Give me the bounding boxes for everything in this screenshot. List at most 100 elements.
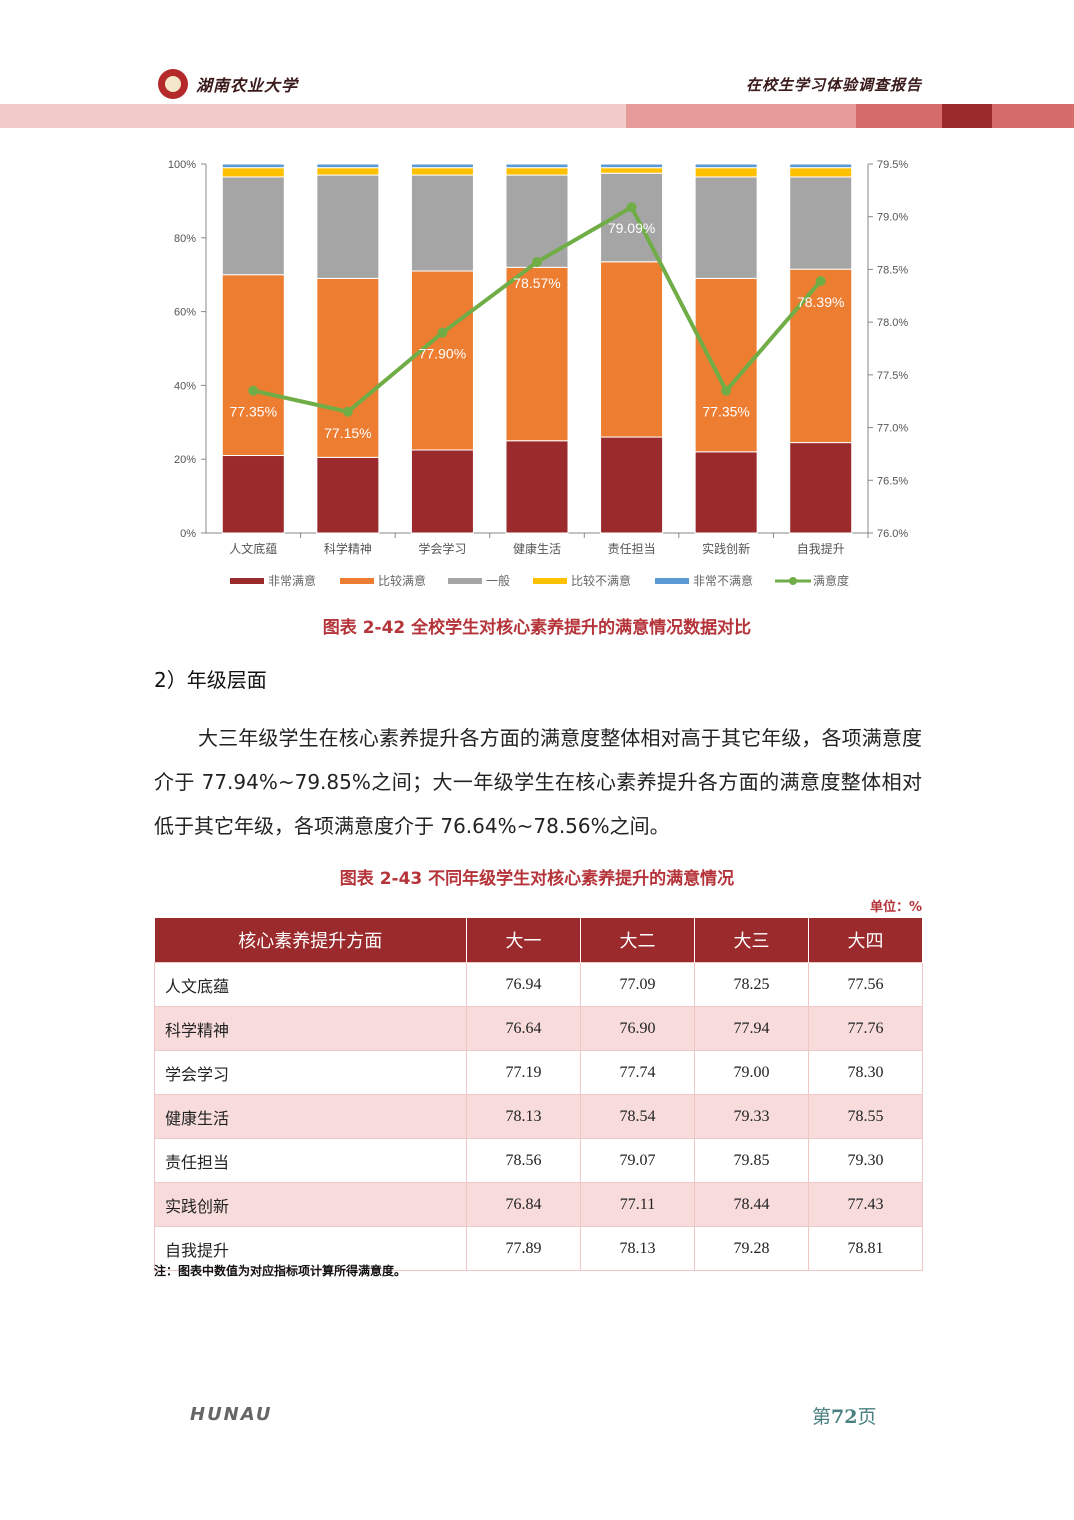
y-right-tick-label: 76.5% [877,475,908,487]
bar-segment [600,167,664,174]
bar-segment [505,167,569,176]
value-cell: 77.19 [466,1050,581,1095]
bar-segment [410,270,474,451]
bar-segment [789,176,853,270]
satisfaction-point [532,257,542,268]
value-cell: 78.55 [808,1094,923,1139]
value-cell: 79.33 [694,1094,809,1139]
value-cell: 76.84 [466,1182,581,1227]
data-label: 77.35% [230,404,277,420]
table-row: 科学精神 76.64 76.90 77.94 77.76 [154,1006,923,1051]
header-brand: 湖南农业大学 [158,64,298,104]
row-label-cell: 自我提升 [154,1226,467,1271]
bar-segment [600,261,664,438]
x-tick-label: 健康生活 [513,541,561,556]
page-prefix: 第 [812,1406,832,1428]
header-band-segment [992,104,1074,128]
table-row: 实践创新 76.84 77.11 78.44 77.43 [154,1182,923,1227]
x-tick-label: 实践创新 [702,541,750,556]
satisfaction-point [437,327,448,338]
data-label: 78.39% [797,294,844,310]
header-band-segment [856,104,942,128]
bar-segment [410,174,474,272]
legend-label: 非常不满意 [693,573,753,588]
y-left-tick-label: 20% [174,454,196,466]
header-band-segment [0,104,626,128]
legend-label: 满意度 [813,573,849,588]
satisfaction-point [721,385,732,396]
data-label: 79.09% [608,220,655,236]
x-tick-label: 自我提升 [797,541,845,556]
value-cell: 78.25 [694,962,809,1007]
y-right-tick-label: 79.5% [877,159,908,171]
satisfaction-point [248,385,259,396]
grade-satisfaction-table: 核心素养提升方面 大一 大二 大三 大四 人文底蕴 76.94 77.09 78.25 77.5… [154,918,923,1271]
row-label-cell: 实践创新 [154,1182,467,1227]
footer-logo: HUNAU [190,1404,273,1425]
value-cell: 78.54 [580,1094,695,1139]
y-left-tick-label: 60% [174,307,196,319]
bar-segment [221,274,285,457]
x-tick-label: 学会学习 [418,541,466,556]
legend-swatch [448,578,482,584]
bar-segment [600,436,664,534]
university-logo-icon [158,69,188,99]
table-note: 注：图表中数值为对应指标项计算所得满意度。 [154,1264,407,1278]
table-header-cell: 大一 [466,918,581,963]
y-left-tick-label: 40% [174,380,196,392]
row-label-cell: 学会学习 [154,1050,467,1095]
table-row: 责任担当 78.56 79.07 79.85 79.30 [154,1138,923,1183]
legend-swatch [230,578,264,584]
value-cell: 79.07 [580,1138,695,1183]
bar-segment [505,174,569,268]
value-cell: 78.30 [808,1050,923,1095]
satisfaction-point [815,276,826,287]
legend-swatch [533,578,567,584]
value-cell: 77.76 [808,1006,923,1051]
bar-segment [789,167,853,178]
data-label: 78.57% [513,275,560,291]
body-paragraph: 大三年级学生在核心素养提升各方面的满意度整体相对高于其它年级，各项满意度介于 7… [154,726,922,838]
bar-segment [410,167,474,176]
y-right-tick-label: 77.5% [877,370,908,382]
table-row: 学会学习 77.19 77.74 79.00 78.30 [154,1050,923,1095]
table-caption: 图表 2-43 不同年级学生对核心素养提升的满意情况 [339,869,735,889]
bar-segment [694,163,758,169]
bar-segment [221,455,285,534]
row-label-cell: 科学精神 [154,1006,467,1051]
value-cell: 78.56 [466,1138,581,1183]
value-cell: 77.11 [580,1182,695,1227]
value-cell: 78.13 [466,1094,581,1139]
bar-segment [789,268,853,444]
bar-segment [221,163,285,169]
satisfaction-point [342,406,353,417]
bar-segment [316,456,380,534]
row-label-cell: 健康生活 [154,1094,467,1139]
table-header-cell: 大三 [694,918,809,963]
value-cell: 78.13 [580,1226,695,1271]
satisfaction-point [626,202,637,213]
y-left-tick-label: 80% [174,233,196,245]
unit-label: 单位：% [869,900,922,915]
value-cell: 77.09 [580,962,695,1007]
bar-segment [410,163,474,169]
value-cell: 76.90 [580,1006,695,1051]
y-right-tick-label: 78.0% [877,317,908,329]
y-left-tick-label: 100% [168,159,196,171]
value-cell: 78.81 [808,1226,923,1271]
bar-segment [789,442,853,534]
bar-segment [316,163,380,169]
legend-label: 比较满意 [378,573,426,588]
bar-segment [694,451,758,534]
data-label: 77.90% [419,346,466,362]
page-number: 第72页 [812,1402,876,1429]
value-cell: 77.94 [694,1006,809,1051]
bar-segment [600,163,664,169]
value-cell: 77.89 [466,1226,581,1271]
value-cell: 76.64 [466,1006,581,1051]
page-suffix: 页 [857,1406,877,1428]
data-label: 77.35% [702,404,749,420]
y-left-tick-label: 0% [180,528,196,540]
bar-segment [316,174,380,279]
bar-segment [505,163,569,169]
